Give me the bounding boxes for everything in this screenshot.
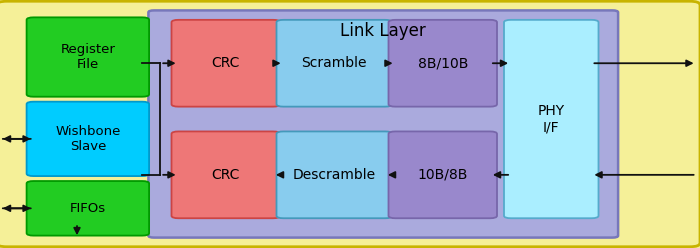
Text: 10B/8B: 10B/8B [418,168,468,182]
Text: Descramble: Descramble [293,168,376,182]
FancyBboxPatch shape [389,20,497,107]
Text: FIFOs: FIFOs [70,202,106,215]
FancyBboxPatch shape [27,181,149,236]
FancyBboxPatch shape [27,102,149,176]
Text: CRC: CRC [211,168,240,182]
FancyBboxPatch shape [276,20,392,107]
Text: Wishbone
Slave: Wishbone Slave [55,125,120,153]
FancyBboxPatch shape [27,17,149,97]
Text: 8B/10B: 8B/10B [418,56,468,70]
Text: CRC: CRC [211,56,240,70]
FancyBboxPatch shape [172,131,280,218]
FancyBboxPatch shape [148,10,618,238]
FancyBboxPatch shape [389,131,497,218]
FancyBboxPatch shape [276,131,392,218]
FancyBboxPatch shape [504,20,598,218]
Text: Scramble: Scramble [302,56,367,70]
Text: Link Layer: Link Layer [340,22,426,40]
Text: PHY
I/F: PHY I/F [538,104,565,134]
Text: Register
File: Register File [60,43,116,71]
FancyBboxPatch shape [172,20,280,107]
